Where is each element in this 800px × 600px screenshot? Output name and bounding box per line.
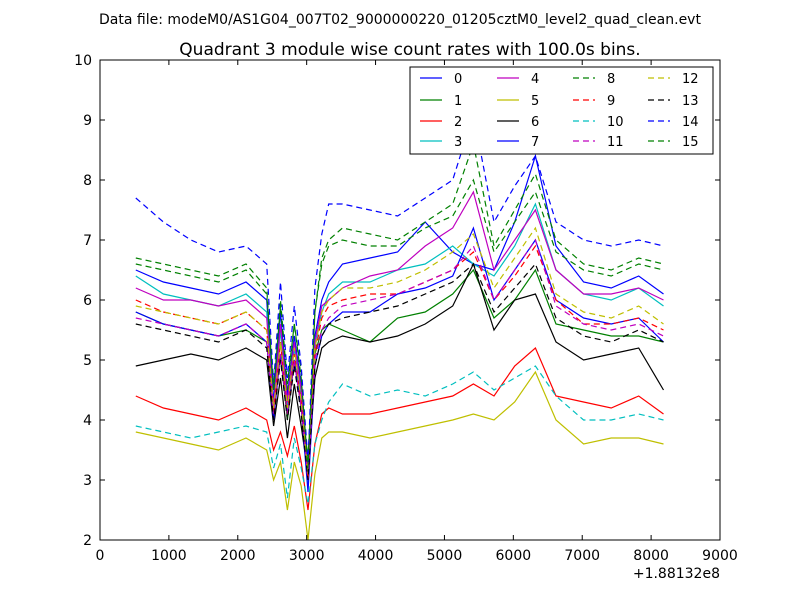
legend-label-4: 4 bbox=[531, 72, 539, 87]
legend-label-0: 0 bbox=[454, 72, 462, 87]
x-tick-label: 7000 bbox=[564, 548, 600, 564]
series-layer bbox=[135, 113, 665, 541]
legend-label-14: 14 bbox=[682, 115, 699, 130]
series-line-2 bbox=[135, 347, 664, 511]
y-tick-label: 3 bbox=[83, 473, 92, 489]
x-tick-label: 0 bbox=[96, 548, 105, 564]
x-tick-label: 5000 bbox=[427, 548, 463, 564]
series-line-4 bbox=[135, 190, 664, 469]
series-line-3 bbox=[135, 202, 664, 487]
y-tick-label: 4 bbox=[83, 413, 92, 429]
legend-label-9: 9 bbox=[607, 94, 615, 109]
x-tick-label: 4000 bbox=[358, 548, 394, 564]
legend-label-15: 15 bbox=[682, 135, 699, 150]
x-tick-label: 1000 bbox=[151, 548, 187, 564]
legend-label-2: 2 bbox=[454, 115, 462, 130]
series-line-6 bbox=[135, 262, 665, 475]
legend-label-3: 3 bbox=[454, 135, 462, 150]
x-offset-label: +1.88132e8 bbox=[633, 566, 720, 582]
series-line-12 bbox=[135, 226, 664, 475]
series-line-5 bbox=[135, 370, 664, 541]
series-line-11 bbox=[135, 238, 664, 475]
data-file-header: Data file: modeM0/AS1G04_007T02_90000002… bbox=[99, 12, 701, 28]
y-tick-label: 5 bbox=[83, 353, 92, 369]
legend-label-7: 7 bbox=[531, 135, 539, 150]
series-line-13 bbox=[135, 262, 664, 481]
x-tick-label: 6000 bbox=[496, 548, 532, 564]
y-tick-label: 8 bbox=[83, 173, 92, 189]
legend-box bbox=[409, 66, 714, 155]
y-tick-label: 6 bbox=[83, 293, 92, 309]
series-line-8 bbox=[135, 141, 664, 469]
series-line-0 bbox=[135, 153, 664, 481]
x-tick-label: 2000 bbox=[220, 548, 256, 564]
y-tick-label: 2 bbox=[83, 533, 92, 549]
series-line-10 bbox=[135, 365, 664, 505]
legend-label-1: 1 bbox=[454, 94, 462, 109]
chart-title: Quadrant 3 module wise count rates with … bbox=[179, 40, 640, 60]
legend-label-10: 10 bbox=[607, 115, 624, 130]
legend-label-11: 11 bbox=[607, 135, 624, 150]
legend-label-12: 12 bbox=[682, 72, 699, 87]
y-tick-label: 10 bbox=[74, 53, 92, 69]
plot-frame bbox=[99, 59, 721, 541]
x-tick-label: 8000 bbox=[633, 548, 669, 564]
legend-label-5: 5 bbox=[531, 94, 539, 109]
y-tick-label: 9 bbox=[83, 113, 92, 129]
x-tick-label: 9000 bbox=[702, 548, 738, 564]
legend-label-13: 13 bbox=[682, 94, 699, 109]
legend-label-8: 8 bbox=[607, 72, 615, 87]
y-tick-label: 7 bbox=[83, 233, 92, 249]
ticks-layer: 0 1000 2000 3000 4000 5000 6000 7000 8000 9000 2 3 4… bbox=[74, 53, 738, 564]
legend-label-6: 6 bbox=[531, 115, 539, 130]
x-tick-label: 3000 bbox=[289, 548, 325, 564]
series-line-15 bbox=[135, 178, 664, 469]
series-line-14 bbox=[135, 113, 664, 463]
